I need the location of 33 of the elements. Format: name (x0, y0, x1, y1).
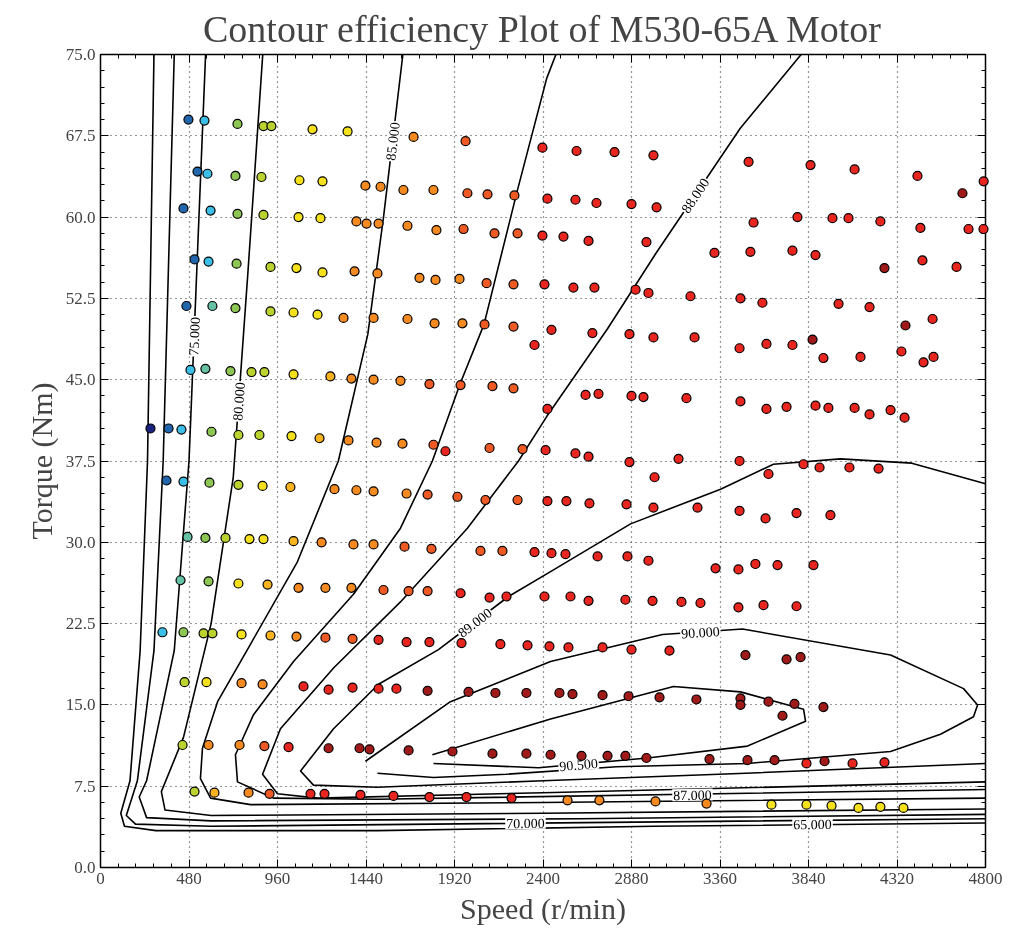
y-tick-label: 75.0 (65, 45, 96, 64)
y-axis-title: Torque (Nm) (24, 382, 59, 540)
annotation: 80.000 (230, 381, 248, 422)
x-tick-label: 2400 (526, 868, 560, 888)
y-tick-label: 37.5 (65, 451, 96, 471)
y-tick-label: 22.5 (65, 614, 96, 634)
annotation: 75.000 (186, 316, 203, 356)
x-axis-title: Speed (r/min) (460, 891, 626, 926)
annotation: 85.000 (383, 121, 403, 162)
annotation: 70.000 (506, 815, 545, 832)
y-tick-label: 67.5 (65, 126, 96, 146)
annotation: 90.500 (558, 755, 599, 775)
x-tick-label: 3840 (791, 868, 826, 888)
x-tick-label: 0 (96, 868, 105, 888)
y-tick-label: 0.0 (74, 858, 96, 877)
x-tick-label: 3360 (703, 868, 737, 888)
x-tick-label: 480 (176, 868, 202, 888)
x-tick-label: 1440 (349, 868, 383, 888)
y-tick-label: 15.0 (65, 695, 96, 715)
y-tick-label: 60.0 (65, 207, 96, 227)
x-tick-label: 4800 (968, 868, 1003, 888)
x-tick-label: 4320 (880, 868, 914, 888)
annotation: 87.000 (673, 787, 712, 804)
y-tick-label: 7.5 (74, 776, 96, 796)
chart-title: Contour efficiency Plot of M530-65A Motor (202, 7, 882, 50)
annotation: 65.000 (793, 816, 832, 833)
x-tick-label: 1920 (437, 868, 472, 888)
x-tick-label: 2880 (614, 868, 649, 888)
annotation: 90.000 (680, 623, 721, 642)
y-tick-label: 30.0 (65, 532, 96, 552)
x-tick-label: 960 (264, 868, 291, 888)
y-tick-label: 52.5 (65, 288, 96, 308)
y-tick-label: 45.0 (65, 370, 96, 390)
